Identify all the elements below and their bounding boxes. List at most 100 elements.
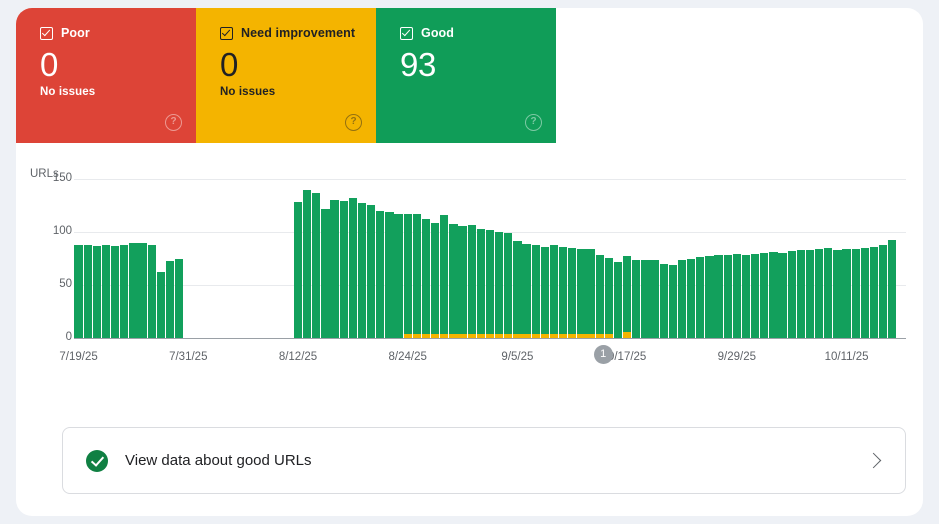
chart-bar[interactable]: [458, 225, 467, 338]
help-icon[interactable]: ?: [345, 114, 362, 131]
chart-bar[interactable]: [622, 256, 632, 338]
chart-bar[interactable]: [321, 208, 330, 338]
bar-segment-good: [622, 256, 632, 333]
chart-bar[interactable]: [403, 214, 412, 338]
bar-segment-good: [412, 214, 422, 334]
status-card-good[interactable]: Good 93 ?: [376, 8, 556, 143]
chart-bar[interactable]: [796, 249, 806, 338]
chart-bar[interactable]: [540, 246, 550, 338]
chart-bar[interactable]: [750, 254, 760, 338]
chart-bar[interactable]: [888, 240, 897, 338]
chart-plot-area[interactable]: [74, 179, 906, 339]
chart-bar[interactable]: [376, 210, 385, 338]
chart-bar[interactable]: [92, 245, 102, 338]
bar-segment-good: [650, 260, 659, 338]
status-card-need-improvement[interactable]: Need improvement 0 No issues ?: [196, 8, 376, 143]
chart-bar[interactable]: [421, 219, 431, 338]
chevron-right-icon[interactable]: [865, 452, 882, 469]
chart-bar[interactable]: [650, 260, 659, 338]
chart-bar[interactable]: [513, 240, 522, 338]
chart-bar[interactable]: [366, 205, 376, 338]
chart-bar[interactable]: [558, 246, 568, 338]
chart-bar[interactable]: [686, 259, 696, 338]
checkbox-icon[interactable]: [400, 26, 413, 40]
chart-bar[interactable]: [586, 248, 595, 338]
chart-bar[interactable]: [568, 247, 577, 338]
chart-bar[interactable]: [74, 244, 83, 338]
chart-bar[interactable]: [357, 203, 367, 338]
chart-bar[interactable]: [860, 247, 870, 338]
chart-bar[interactable]: [348, 198, 358, 338]
chart-bar[interactable]: [641, 260, 650, 338]
chart-bar[interactable]: [440, 215, 449, 338]
chart-bar[interactable]: [83, 244, 92, 338]
chart-bar[interactable]: [805, 249, 815, 338]
bar-segment-need-improvement: [430, 333, 440, 338]
chart-bar[interactable]: [385, 211, 394, 338]
chart-bar[interactable]: [604, 258, 614, 338]
chart-bar[interactable]: [339, 201, 348, 338]
chart-bar[interactable]: [412, 214, 422, 338]
chart-bar[interactable]: [147, 244, 156, 338]
chart-bar[interactable]: [760, 252, 769, 338]
chart-bar[interactable]: [120, 244, 129, 338]
chart-bar[interactable]: [449, 223, 458, 338]
chart-bar[interactable]: [293, 202, 303, 338]
chart-bar[interactable]: [577, 248, 586, 338]
chart-bar[interactable]: [723, 255, 732, 338]
status-cards: Poor 0 No issues ? Need improvement 0 No…: [16, 8, 556, 143]
chart-bar[interactable]: [129, 243, 138, 338]
y-axis-ticks: 150 100 50 0: [16, 143, 72, 408]
chart-bar[interactable]: [741, 255, 751, 338]
chart-bar[interactable]: [696, 257, 705, 338]
bar-segment-need-improvement: [476, 333, 486, 338]
chart-bar[interactable]: [787, 250, 796, 338]
chart-annotation-marker[interactable]: 1: [593, 345, 613, 364]
chart-bar[interactable]: [595, 255, 604, 338]
chart-bar[interactable]: [531, 244, 540, 338]
chart-bar[interactable]: [732, 254, 742, 338]
chart-bar[interactable]: [394, 213, 403, 338]
chart-bar[interactable]: [522, 243, 531, 338]
chart-bar[interactable]: [312, 192, 321, 338]
chart-bar[interactable]: [302, 189, 312, 338]
chart-bar[interactable]: [156, 272, 166, 338]
chart-bar[interactable]: [549, 244, 559, 338]
chart-bar[interactable]: [485, 229, 495, 338]
chart-bar[interactable]: [613, 262, 623, 338]
chart-bar[interactable]: [330, 200, 339, 338]
chart-bar[interactable]: [632, 260, 641, 338]
status-card-poor[interactable]: Poor 0 No issues ?: [16, 8, 196, 143]
chart-bar[interactable]: [504, 233, 513, 338]
checkbox-icon[interactable]: [40, 26, 53, 40]
chart-bar[interactable]: [138, 243, 147, 338]
chart-bar[interactable]: [668, 264, 678, 338]
help-icon[interactable]: ?: [165, 114, 182, 131]
chart-bar[interactable]: [878, 244, 888, 338]
chart-bar[interactable]: [110, 245, 120, 338]
x-axis-tick-label: 9/29/25: [717, 351, 757, 363]
chart-bar[interactable]: [824, 247, 833, 338]
chart-bar[interactable]: [814, 248, 824, 338]
chart-bar[interactable]: [869, 246, 879, 338]
chart-bar[interactable]: [430, 222, 440, 338]
checkbox-icon[interactable]: [220, 26, 233, 40]
chart-bar[interactable]: [677, 260, 687, 338]
chart-bar[interactable]: [778, 252, 787, 338]
chart-bar[interactable]: [165, 261, 175, 338]
chart-bar[interactable]: [714, 255, 723, 338]
help-icon[interactable]: ?: [525, 114, 542, 131]
chart-bar[interactable]: [769, 251, 778, 338]
view-good-urls-row[interactable]: View data about good URLs: [62, 427, 906, 494]
chart-bar[interactable]: [467, 224, 476, 338]
chart-bar[interactable]: [659, 263, 668, 338]
chart-bar[interactable]: [705, 256, 714, 338]
bar-segment-good: [586, 248, 595, 334]
chart-bar[interactable]: [851, 248, 860, 338]
chart-bar[interactable]: [101, 244, 111, 338]
chart-bar[interactable]: [494, 232, 504, 338]
chart-bar[interactable]: [476, 228, 486, 338]
chart-bar[interactable]: [842, 248, 851, 338]
chart-bar[interactable]: [833, 249, 842, 338]
chart-bar[interactable]: [174, 259, 184, 338]
